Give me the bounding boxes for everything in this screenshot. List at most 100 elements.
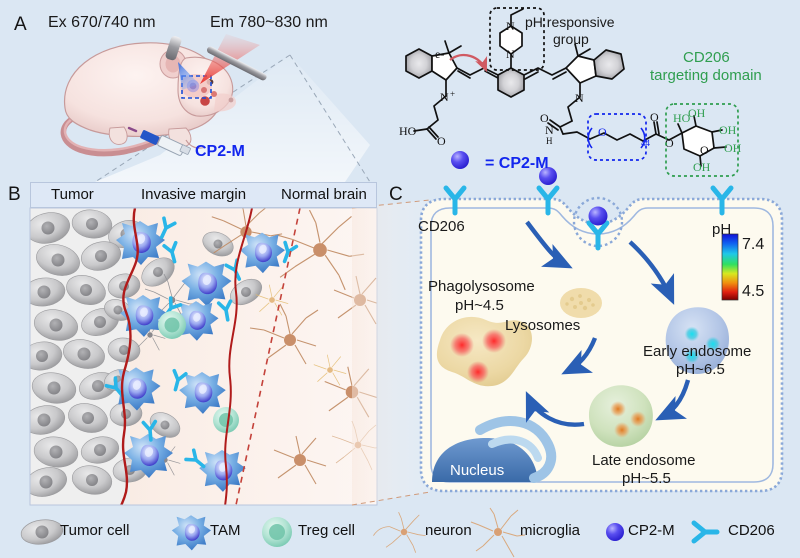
atom-O-ester: O xyxy=(665,136,674,150)
atom-N-plus: N xyxy=(440,90,449,104)
svg-text:+: + xyxy=(450,89,455,99)
neuron-icon xyxy=(373,512,426,553)
ph-colorbar xyxy=(721,233,739,301)
atom-H-amide: H xyxy=(546,136,553,146)
surgical-tool-icon xyxy=(206,46,267,81)
panelB-artwork xyxy=(29,207,378,506)
electron-arrow xyxy=(449,53,488,73)
cd206-receptor-icon xyxy=(691,520,720,544)
atom-N-right: N xyxy=(575,91,584,105)
electron-label: e- xyxy=(435,47,444,61)
cp2m-bound-dot xyxy=(588,206,608,226)
cd206-domain-label-line1: CD206 xyxy=(683,49,730,66)
tam-cd206-receptors xyxy=(104,216,299,469)
cp2m-injection-label: CP2-M xyxy=(195,143,245,160)
arrow-binding xyxy=(525,220,573,269)
ph-colorbar-top-value: 7.4 xyxy=(742,236,765,253)
peg-repeat-count: 44 xyxy=(641,138,651,148)
atom-N-pip-bottom: N xyxy=(506,47,515,61)
early-endosome-ph: pH~6.5 xyxy=(676,361,725,378)
ph-colorbar-title: pH xyxy=(712,221,732,238)
region-label-invasive-margin: Invasive margin xyxy=(141,186,247,203)
panelB-to-C-wedge xyxy=(351,199,431,506)
figure-legend: Tumor cell TAM Treg cell neuron microgli… xyxy=(0,508,800,558)
lysosomes xyxy=(560,288,602,318)
panelC-cell xyxy=(419,185,784,493)
atom-O-ester-db: O xyxy=(650,110,659,124)
region-label-tumor: Tumor xyxy=(51,186,94,203)
excitation-label: Ex 670/740 nm xyxy=(48,14,156,31)
arrow-early-to-late xyxy=(655,379,691,421)
legend-label-tam: TAM xyxy=(210,522,241,539)
legend-label-tumor-cell: Tumor cell xyxy=(60,522,130,539)
tumor-cell-icon xyxy=(20,519,64,545)
cp2m-dot-icon xyxy=(606,523,624,541)
late-endosome-label: Late endosome xyxy=(592,452,696,469)
microglia-icon xyxy=(470,507,526,558)
ph-responsive-label-line2: group xyxy=(553,31,589,47)
atom-O-peg1: O xyxy=(598,125,607,139)
membrane-cd206-receptors xyxy=(443,185,734,251)
legend-label-treg-cell: Treg cell xyxy=(298,522,355,539)
ph-responsive-box xyxy=(489,7,545,71)
atom-O-acid: O xyxy=(437,134,446,148)
legend-label-microglia: microglia xyxy=(520,522,581,539)
legend-label-cp2m: CP2-M xyxy=(628,522,675,539)
pathway-arrows xyxy=(525,220,691,427)
arrow-lysosome-to-phago xyxy=(561,337,598,375)
emission-label: Em 780~830 nm xyxy=(210,14,328,31)
early-endosome xyxy=(665,307,730,374)
invasive-margin-line xyxy=(224,208,253,505)
peg-box xyxy=(587,113,647,161)
chemical-structure-cp2m xyxy=(405,8,727,167)
normal-brain-separator xyxy=(235,208,301,505)
cd206-domain-label-line2: targeting domain xyxy=(650,67,762,84)
atom-OH-sugar4: OH xyxy=(724,141,742,155)
arrow-late-to-phago xyxy=(525,391,585,427)
atom-O-pyranose: O xyxy=(700,143,709,157)
late-endosome-ph: pH~5.5 xyxy=(622,470,671,487)
ph-responsive-label-line1: pH responsive xyxy=(525,14,615,30)
tam-cell-icon xyxy=(171,515,211,551)
tumor-boundary-line xyxy=(120,208,139,505)
laser-source-icon xyxy=(165,36,199,90)
atom-O-amide: O xyxy=(540,111,549,125)
panelB-region-header: Tumor Invasive margin Normal brain xyxy=(30,182,377,208)
peg-bracket xyxy=(587,127,646,149)
cp2m-equals-label: = CP2-M xyxy=(485,155,549,172)
atom-HO-sugar: HO xyxy=(673,111,691,125)
atom-OH-sugar3: OH xyxy=(719,123,737,137)
endoplasmic-reticulum xyxy=(475,416,557,483)
ph-colorbar-bottom-value: 4.5 xyxy=(742,283,765,300)
atom-N-pip-top: N xyxy=(506,19,515,33)
panel-b-letter: B xyxy=(8,184,21,205)
treg-cell-icon xyxy=(262,517,292,547)
nucleus-label: Nucleus xyxy=(450,462,505,479)
phagolysosome xyxy=(436,316,532,387)
syringe-icon xyxy=(127,126,191,156)
atom-N-amide: N xyxy=(545,123,554,137)
late-endosome xyxy=(588,385,653,447)
nucleus xyxy=(432,438,538,482)
early-endosome-label: Early endosome xyxy=(643,343,752,360)
cp2m-dot-membrane xyxy=(539,167,557,185)
chemical-atom-labels: N + N N N HO O O N H O O O HO OH OH OH OH… xyxy=(399,19,742,174)
legend-label-neuron: neuron xyxy=(425,522,472,539)
legend-icons xyxy=(20,507,720,558)
panel-a-letter: A xyxy=(14,14,27,35)
panel-c-letter: C xyxy=(389,184,403,205)
phagolysosome-label: Phagolysosome xyxy=(428,278,535,295)
atom-OH-sugar2: OH xyxy=(688,106,706,120)
cp2m-dot-legend xyxy=(451,151,469,169)
phagolysosome-ph: pH~4.5 xyxy=(455,297,504,314)
arrow-to-early-endosome xyxy=(628,240,675,305)
cd206-receptor-label: CD206 xyxy=(418,218,465,235)
legend-label-cd206: CD206 xyxy=(728,522,775,539)
region-label-normal-brain: Normal brain xyxy=(281,186,367,203)
lysosomes-label: Lysosomes xyxy=(505,317,581,334)
atom-OH-sugar5: OH xyxy=(693,160,711,174)
cd206-domain-box xyxy=(665,103,739,177)
atom-HO-left: HO xyxy=(399,124,417,138)
